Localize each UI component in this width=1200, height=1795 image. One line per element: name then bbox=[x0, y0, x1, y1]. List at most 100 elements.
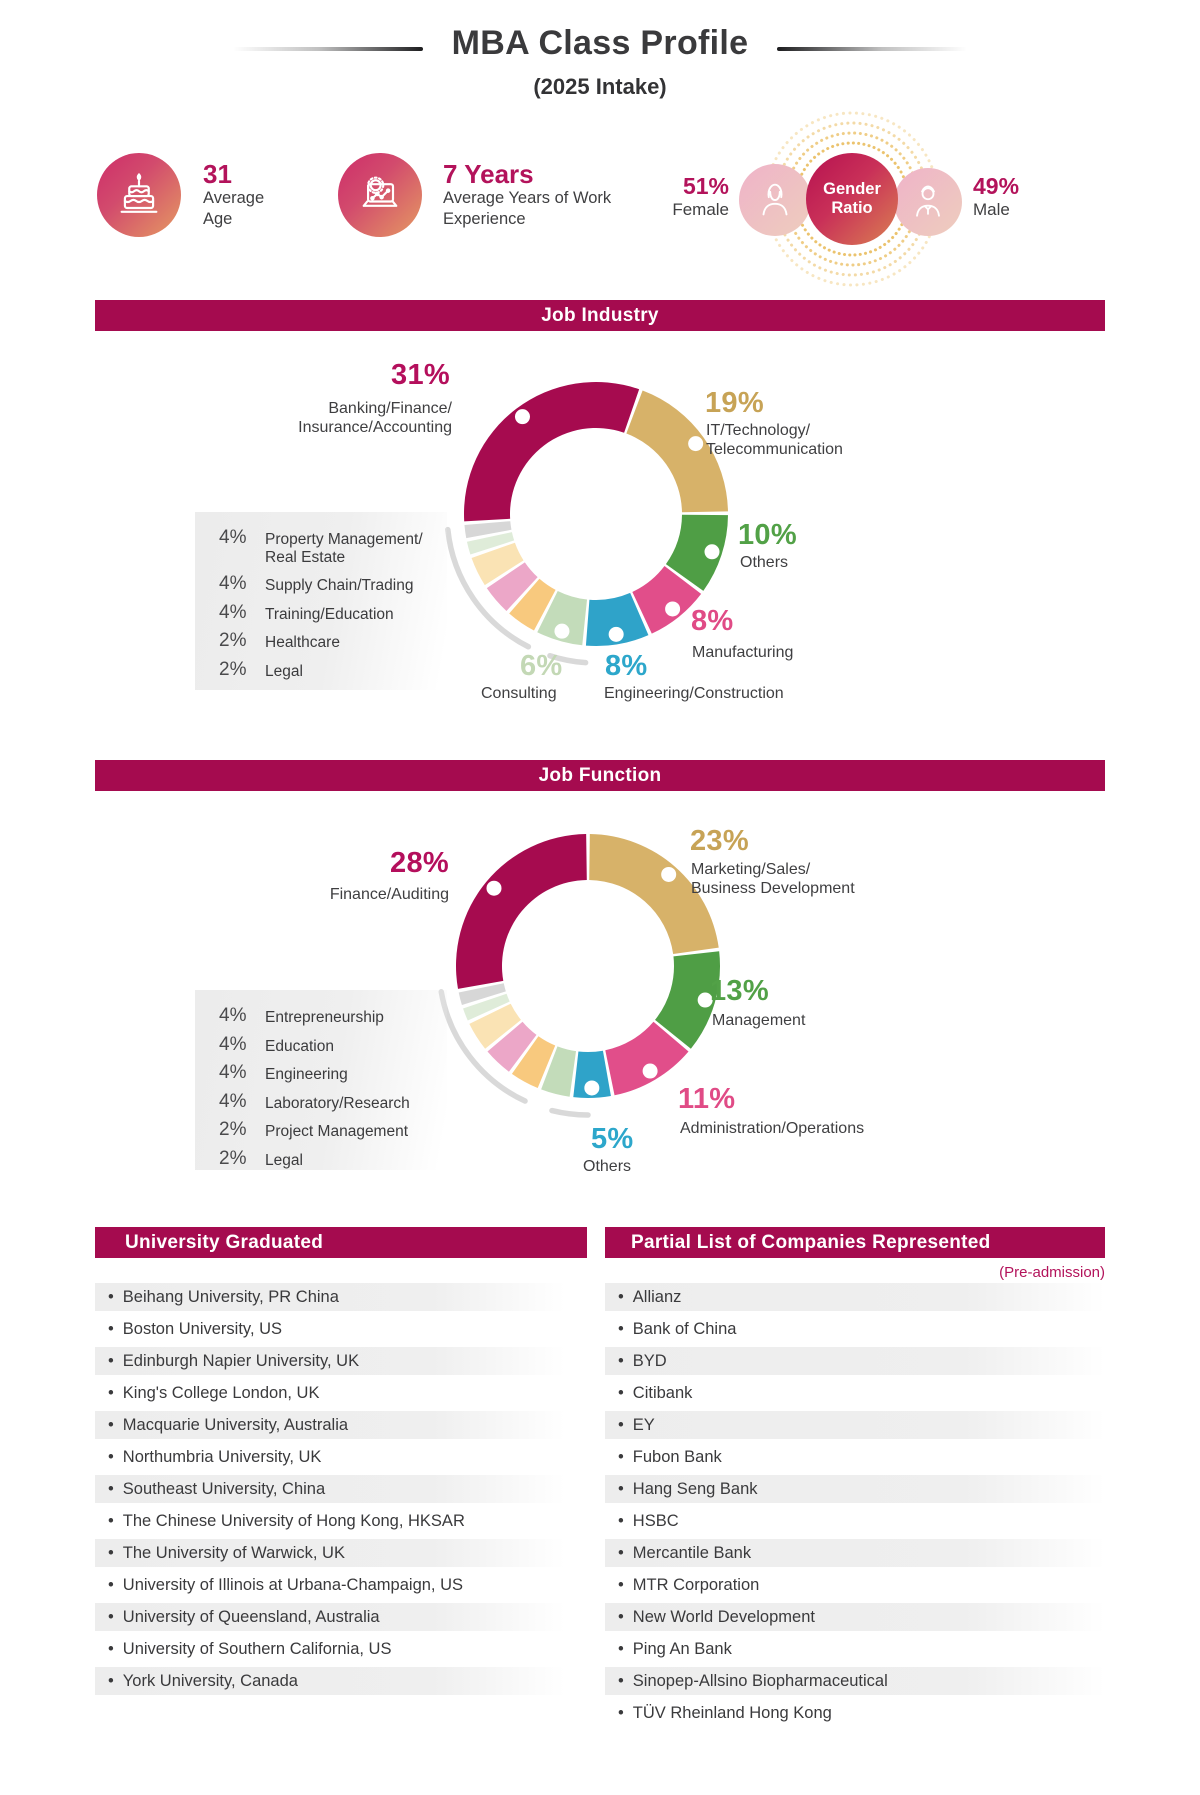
donut-segment bbox=[466, 532, 515, 555]
minor-segment-label: Entrepreneurship bbox=[265, 1009, 384, 1026]
segment-marker-dot bbox=[608, 626, 624, 642]
minor-segment-label: Supply Chain/Trading bbox=[265, 577, 414, 594]
gender-ratio-circle: Gender Ratio bbox=[806, 153, 898, 245]
swoosh-arc-decoration bbox=[547, 652, 589, 666]
average-age-label: Average Age bbox=[203, 189, 265, 228]
list-item: • Macquarie University, Australia bbox=[95, 1411, 565, 1439]
segment-percentage-label: 11% bbox=[678, 1083, 736, 1115]
list-item: • King's College London, UK bbox=[108, 1384, 320, 1402]
list-item: • New World Development bbox=[605, 1603, 1105, 1631]
minor-segment-label: Property Management/ Real Estate bbox=[265, 531, 423, 566]
donut-segment bbox=[665, 514, 728, 591]
list-item: • Ping An Bank bbox=[618, 1640, 732, 1658]
donut-segment bbox=[589, 834, 719, 955]
list-item: • York University, Canada bbox=[95, 1667, 565, 1695]
bullet-icon: • bbox=[618, 1608, 624, 1626]
bullet-icon: • bbox=[618, 1480, 624, 1498]
donut-segment bbox=[509, 578, 556, 631]
title-decor-line-left bbox=[233, 47, 423, 51]
donut-segment bbox=[573, 1050, 611, 1098]
list-item: • EY bbox=[605, 1411, 1105, 1439]
bullet-icon: • bbox=[108, 1640, 114, 1658]
segment-marker-dot bbox=[642, 1063, 658, 1079]
laptop-gear-icon bbox=[354, 169, 406, 221]
bullet-icon: • bbox=[108, 1672, 114, 1690]
list-item: • HSBC bbox=[618, 1512, 679, 1530]
donut-segment bbox=[471, 542, 524, 586]
segment-marker-dot bbox=[665, 601, 681, 617]
pre-admission-note: (Pre-admission) bbox=[999, 1264, 1105, 1281]
list-item: • University of Southern California, US bbox=[108, 1640, 392, 1658]
segment-marker-dot bbox=[514, 409, 530, 425]
female-label: Female bbox=[672, 200, 729, 219]
minor-segment-label: Legal bbox=[265, 662, 303, 680]
average-age-value: 31 bbox=[203, 159, 232, 189]
list-item: • University of Illinois at Urbana-Champa… bbox=[108, 1576, 464, 1594]
list-item: • Fubon Bank bbox=[618, 1448, 722, 1466]
bullet-icon: • bbox=[618, 1672, 624, 1690]
page-title: MBA Class Profile bbox=[451, 24, 749, 62]
segment-text-label: Manufacturing bbox=[692, 644, 794, 661]
segment-text-label: Others bbox=[583, 1158, 632, 1175]
segment-marker-dot bbox=[688, 436, 704, 452]
segment-marker-dot bbox=[704, 544, 720, 560]
university-graduated-header: University Graduated bbox=[95, 1227, 587, 1258]
bullet-icon: • bbox=[618, 1352, 624, 1370]
minor-segment-label: Education bbox=[265, 1037, 334, 1055]
list-item: • Edinburgh Napier University, UK bbox=[95, 1347, 565, 1375]
bullet-icon: • bbox=[618, 1288, 624, 1306]
minor-segment-percentage: 2% bbox=[219, 1147, 247, 1169]
segment-percentage-label: 28% bbox=[390, 847, 449, 879]
donut-segment bbox=[585, 592, 649, 646]
minor-segment-label: Engineering bbox=[265, 1066, 348, 1083]
job-function-donut-chart bbox=[438, 834, 720, 1118]
minor-segment-percentage: 2% bbox=[219, 1119, 247, 1140]
page-subtitle: (2025 Intake) bbox=[533, 74, 667, 99]
minor-segment-percentage: 4% bbox=[219, 527, 247, 548]
list-item: • Boston University, US bbox=[108, 1320, 283, 1338]
bullet-icon: • bbox=[618, 1512, 624, 1530]
bullet-icon: • bbox=[618, 1544, 624, 1562]
list-item: • Sinopep-Allsino Biopharmaceutical bbox=[605, 1667, 1105, 1695]
donut-segment bbox=[632, 566, 702, 634]
male-stat: 49% Male bbox=[973, 173, 1019, 221]
donut-segment bbox=[541, 1046, 577, 1097]
segment-percentage-label: 19% bbox=[705, 387, 764, 419]
gender-ratio-title: Gender Ratio bbox=[823, 180, 881, 217]
segment-text-label: Banking/Finance/ Insurance/Accounting bbox=[298, 400, 452, 436]
male-icon bbox=[906, 180, 950, 224]
segment-text-label: Marketing/Sales/ Business Development bbox=[691, 861, 855, 897]
bullet-icon: • bbox=[108, 1416, 114, 1434]
bullet-icon: • bbox=[618, 1320, 624, 1338]
list-item: • BYD bbox=[605, 1347, 1105, 1375]
donut-segment bbox=[511, 1036, 556, 1089]
minor-segment-percentage: 4% bbox=[219, 1090, 247, 1112]
donut-segment bbox=[487, 1021, 537, 1072]
segment-text-label: IT/Technology/ Telecommunication bbox=[706, 422, 843, 458]
list-item: • Northumbria University, UK bbox=[108, 1448, 322, 1466]
job-industry-donut-chart bbox=[445, 381, 728, 666]
bullet-icon: • bbox=[618, 1576, 624, 1594]
list-item: • The University of Warwick, UK bbox=[95, 1539, 565, 1567]
female-percentage: 51% bbox=[682, 173, 729, 199]
female-stat: 51% Female bbox=[633, 173, 729, 221]
minor-segment-percentage: 2% bbox=[219, 630, 247, 651]
bullet-icon: • bbox=[108, 1448, 114, 1466]
segment-percentage-label: 23% bbox=[690, 825, 749, 857]
list-item: • Bank of China bbox=[618, 1320, 737, 1338]
minor-segment-label: Training/Education bbox=[265, 605, 394, 623]
donut-segment bbox=[486, 562, 538, 611]
job-function-minor-segments-box: 4% Entrepreneurship 4% Education 4% Engineeri… bbox=[195, 990, 447, 1170]
minor-segment-row: 2% Project Management bbox=[219, 1119, 447, 1141]
minor-segment-row: 4% Education bbox=[219, 1035, 447, 1056]
donut-segment bbox=[537, 591, 588, 646]
bullet-icon: • bbox=[108, 1288, 114, 1306]
list-item: • Beihang University, PR China bbox=[95, 1283, 565, 1311]
minor-segment-row: 4% Training/Education bbox=[219, 603, 447, 624]
segment-percentage-label: 13% bbox=[710, 975, 769, 1007]
female-avatar-circle bbox=[739, 164, 811, 236]
segment-text-label: Management bbox=[712, 1012, 806, 1029]
bullet-icon: • bbox=[618, 1384, 624, 1402]
segment-percentage-label: 31% bbox=[391, 359, 450, 391]
bullet-icon: • bbox=[618, 1416, 624, 1434]
